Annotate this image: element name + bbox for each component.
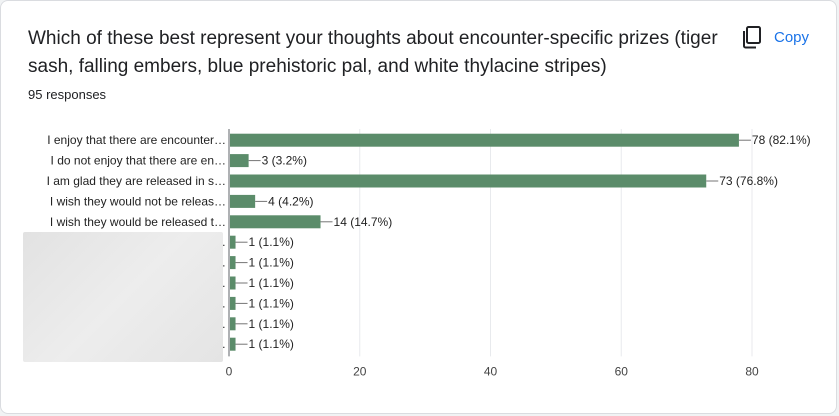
copy-icon [743, 26, 761, 49]
bar [230, 337, 236, 351]
bar [230, 133, 739, 147]
category-label: I wish they would be released t… [50, 215, 226, 229]
category-label: I enjoy that there are encounter… [47, 133, 226, 147]
bar-value-label: 1 (1.1%) [249, 337, 294, 351]
redacted-image-area [23, 232, 223, 362]
bar [230, 174, 707, 188]
bar [230, 215, 321, 229]
x-tick-label: 80 [745, 364, 759, 378]
bar [230, 256, 236, 270]
bar [230, 235, 236, 249]
x-tick-label: 40 [484, 364, 498, 378]
bar [230, 276, 236, 290]
bar-value-label: 14 (14.7%) [334, 215, 393, 229]
bar-value-label: 1 (1.1%) [249, 235, 294, 249]
copy-button[interactable]: Copy [741, 23, 809, 51]
category-label: I wish they would not be releas… [50, 194, 226, 208]
bar-value-label: 1 (1.1%) [249, 256, 294, 270]
bar [230, 194, 256, 208]
x-tick-label: 0 [226, 364, 233, 378]
response-count: 95 responses [28, 87, 107, 102]
bar-value-label: 1 (1.1%) [249, 296, 294, 310]
x-tick-label: 60 [615, 364, 629, 378]
bar-value-label: 3 (3.2%) [262, 154, 307, 168]
bar [230, 154, 249, 168]
bar-value-label: 1 (1.1%) [249, 317, 294, 331]
copy-label: Copy [774, 28, 810, 46]
category-label: I am glad they are released in s… [47, 174, 226, 188]
bar-value-label: 1 (1.1%) [249, 276, 294, 290]
question-title: Which of these best represent your thoug… [28, 28, 718, 77]
bar-value-label: 78 (82.1%) [752, 133, 811, 147]
bar-value-label: 73 (76.8%) [719, 174, 778, 188]
bar [230, 296, 236, 310]
bar [230, 317, 236, 331]
bar-value-label: 4 (4.2%) [268, 194, 313, 208]
x-tick-label: 20 [353, 364, 367, 378]
category-label: I do not enjoy that there are en… [51, 154, 226, 168]
